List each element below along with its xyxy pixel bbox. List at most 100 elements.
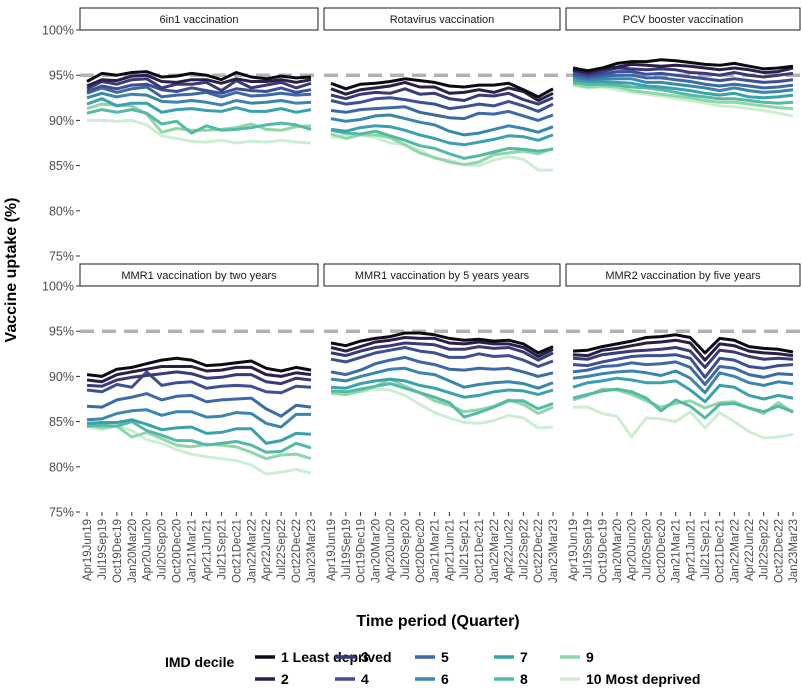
x-tick-label: Jul22Sep22 [518, 519, 530, 580]
series-line-decile-7 [330, 377, 554, 399]
series-line-decile-5 [86, 392, 312, 418]
panel-2: Rotavirus vaccination [323, 7, 561, 172]
x-tick-label: Apr21Jun21 [685, 519, 697, 581]
x-tick-label: Jul20Sep20 [400, 519, 412, 580]
series-line-decile-1 [86, 356, 312, 378]
x-tick-label: Jan21Mar21 [430, 519, 442, 583]
x-tick-label: Jan22Mar22 [489, 519, 501, 583]
x-tick-label: Oct21Dec21 [474, 519, 486, 583]
series-line-decile-4 [86, 82, 312, 95]
series-line-decile-1 [572, 333, 794, 355]
x-tick-label: Oct19Dec19 [597, 519, 609, 583]
series-line-decile-7 [330, 124, 554, 147]
series-line-decile-6 [572, 369, 794, 395]
legend-label-6: 6 [441, 671, 449, 687]
panel-title: 6in1 vaccination [160, 14, 239, 26]
series-line-decile-10 [573, 405, 794, 440]
legend-label-9: 9 [586, 649, 594, 665]
series-line-decile-3 [572, 346, 794, 369]
x-tick-label: Jul22Sep22 [276, 519, 288, 580]
x-tick-label: Jul20Sep20 [157, 519, 169, 580]
series-line-decile-7 [86, 97, 312, 114]
x-tick-label: Oct22Dec22 [533, 519, 545, 583]
panel-strip [79, 7, 319, 31]
series-line-decile-9 [330, 132, 554, 167]
panel-strip [323, 263, 561, 287]
legend-label-3: 3 [361, 649, 369, 665]
legend-label-7: 7 [520, 649, 528, 665]
x-tick-label: Apr21Jun21 [444, 519, 456, 581]
y-tick-label: 85% [49, 159, 74, 173]
x-tick-label: Jul19Sep19 [341, 519, 353, 580]
x-tick-label: Apr20Jun20 [142, 519, 154, 581]
series-line-decile-2 [330, 80, 554, 102]
panel-title: MMR2 vaccination by five years [605, 270, 761, 282]
panels-layer: 6in1 vaccination Rotavirus vaccination PCV… [79, 7, 801, 476]
panel-strip [323, 7, 561, 31]
x-tick-label: Apr19Jun19 [82, 519, 94, 581]
series-line-decile-8 [330, 382, 554, 419]
series-line-decile-8 [572, 387, 794, 420]
legend-label-5: 5 [441, 649, 449, 665]
x-tick-label: Oct19Dec19 [112, 519, 124, 583]
series-line-decile-2 [572, 62, 794, 74]
series-line-decile-5 [572, 73, 794, 90]
panel-strip [565, 7, 801, 31]
series-line-decile-3 [86, 370, 312, 388]
y-tick-label: 75% [49, 506, 74, 520]
series-line-decile-1 [330, 331, 554, 355]
panel-4: MMR1 vaccination by two years [79, 263, 319, 476]
panel-5: MMR1 vaccination by 5 years years [323, 263, 561, 430]
x-tick-label: Oct22Dec22 [291, 519, 303, 583]
y-tick-label: 90% [49, 370, 74, 384]
series-line-decile-10 [572, 83, 794, 118]
legend-label-4: 4 [361, 671, 369, 687]
x-tick-label: Apr20Jun20 [627, 519, 639, 581]
series-line-decile-8 [86, 420, 312, 454]
panel-3: PCV booster vaccination [565, 7, 801, 118]
series-line-decile-3 [330, 87, 554, 106]
series-line-decile-8 [330, 128, 554, 160]
x-tick-label: Oct21Dec21 [231, 519, 243, 583]
series-line-decile-4 [330, 346, 554, 368]
x-tick-label: Apr22Jun22 [261, 519, 273, 581]
x-tick-label: Oct20Dec20 [415, 519, 427, 583]
y-axis-title: Vaccine uptake (%) [3, 198, 20, 343]
series-line-decile-10 [86, 423, 312, 476]
series-line-decile-8 [572, 80, 794, 105]
x-tick-label: Apr22Jun22 [504, 519, 516, 581]
x-tick-label: Jan20Mar20 [127, 519, 139, 583]
series-line-decile-9 [86, 423, 312, 461]
x-tick-label: Jan23Mar23 [306, 519, 318, 583]
panel-strip [79, 263, 319, 287]
series-line-decile-2 [86, 73, 312, 88]
y-tick-label: 95% [49, 325, 74, 339]
legend-label-2: 2 [281, 671, 289, 687]
x-tick-label: Oct19Dec19 [356, 519, 368, 583]
y-tick-label: 100% [42, 24, 74, 38]
panel-1: 6in1 vaccination [79, 7, 319, 145]
panel-title: PCV booster vaccination [623, 14, 743, 26]
series-line-decile-6 [572, 75, 794, 94]
series-line-decile-3 [330, 341, 554, 362]
series-line-decile-1 [572, 58, 794, 73]
legend-label-8: 8 [520, 671, 528, 687]
series-line-decile-2 [86, 365, 312, 384]
y-tick-label: 95% [49, 69, 74, 83]
x-tick-label: Jan23Mar23 [788, 519, 800, 583]
series-line-decile-9 [572, 82, 794, 111]
y-tick-label: 90% [49, 114, 74, 128]
legend-label-10: 10 Most deprived [586, 671, 700, 687]
series-line-decile-5 [572, 360, 794, 386]
series-line-decile-6 [86, 91, 312, 107]
x-tick-label: Jan20Mar20 [612, 519, 624, 583]
series-line-decile-6 [86, 408, 311, 429]
x-tick-label: Apr20Jun20 [385, 519, 397, 581]
y-tick-label: 75% [49, 250, 74, 264]
series-line-decile-3 [86, 77, 312, 93]
x-tick-label: Oct20Dec20 [172, 519, 184, 583]
series-line-decile-7 [572, 78, 794, 100]
series-line-decile-10 [87, 118, 312, 145]
series-line-decile-6 [330, 113, 554, 137]
